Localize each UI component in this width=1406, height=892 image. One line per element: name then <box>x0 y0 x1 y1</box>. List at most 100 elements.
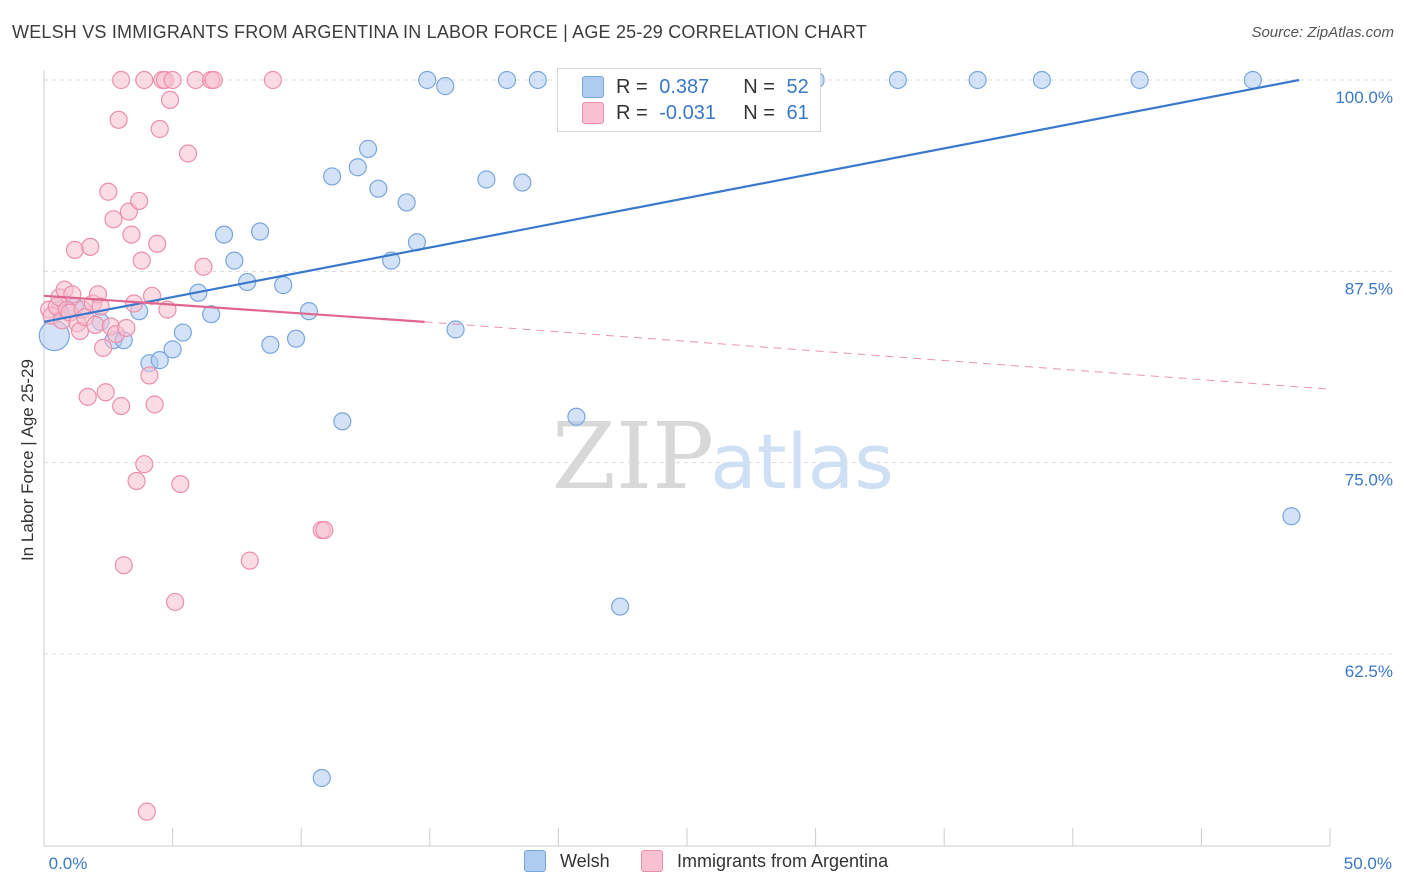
welsh-point <box>214 225 234 244</box>
legend-n-value: 52 <box>786 75 809 98</box>
welsh-point <box>1282 507 1301 526</box>
x-tick-label: 50.0% <box>1344 854 1392 873</box>
welsh-point <box>436 77 455 96</box>
argentina-point <box>148 234 167 253</box>
argentina-point <box>240 551 259 570</box>
legend-item-welsh[interactable]: Welsh <box>524 850 610 872</box>
welsh-point <box>1032 70 1052 90</box>
welsh-point <box>173 323 192 342</box>
welsh-point <box>299 302 319 321</box>
x-tick-label: 0.0% <box>49 854 88 873</box>
legend-row-welsh: R = 0.387 N = 52 <box>582 75 809 99</box>
argentina-point <box>263 70 283 90</box>
argentina-point <box>96 383 115 402</box>
argentina-point <box>122 225 141 244</box>
welsh-point <box>250 222 270 241</box>
welsh-point <box>477 170 496 189</box>
legend-label-argentina: Immigrants from Argentina <box>677 850 889 871</box>
argentina-point <box>166 592 185 612</box>
y-tick-label: 87.5% <box>1345 279 1393 298</box>
welsh-point <box>611 597 630 616</box>
argentina-point <box>204 70 223 90</box>
welsh-point <box>358 139 378 158</box>
argentina-point <box>94 338 113 357</box>
argentina-point <box>160 90 180 109</box>
welsh-point <box>968 70 987 90</box>
legend-r-label: R = <box>616 101 654 124</box>
argentina-point <box>112 70 131 90</box>
welsh-point <box>497 70 517 90</box>
y-tick-label: 62.5% <box>1345 662 1393 681</box>
argentina-point <box>178 144 198 163</box>
welsh-point <box>286 329 306 348</box>
welsh-point <box>528 70 547 90</box>
y-tick-label: 100.0% <box>1335 88 1393 107</box>
argentina-point <box>186 70 205 90</box>
legend-n-label: N = <box>743 101 781 124</box>
welsh-point <box>274 276 293 295</box>
legend-r-value: -0.031 <box>659 101 716 124</box>
argentina-point <box>135 455 154 474</box>
legend-swatch-welsh <box>582 76 604 98</box>
argentina-point <box>104 210 123 229</box>
argentina-point <box>117 318 136 338</box>
data-points <box>38 70 1301 821</box>
welsh-regression-line <box>43 78 1300 323</box>
regression-lines <box>43 78 1331 390</box>
legend-item-argentina[interactable]: Immigrants from Argentina <box>641 850 888 872</box>
welsh-point <box>322 167 342 186</box>
welsh-point <box>888 70 908 90</box>
welsh-point <box>163 340 182 359</box>
argentina-point <box>65 240 84 260</box>
series-legend: Welsh Immigrants from Argentina <box>0 850 1406 878</box>
welsh-point <box>446 320 465 339</box>
argentina-point <box>112 396 131 416</box>
welsh-point <box>1130 70 1149 90</box>
argentina-point <box>114 556 133 575</box>
argentina-point <box>163 70 182 90</box>
argentina-point <box>150 119 169 139</box>
welsh-point <box>348 158 367 177</box>
stats-legend: R = 0.387 N = 52 R = -0.031 N = 61 <box>557 68 821 132</box>
watermark: ZIP atlas <box>552 403 894 510</box>
welsh-point <box>397 193 416 212</box>
welsh-point <box>567 407 586 426</box>
argentina-point <box>81 237 100 256</box>
chart-title: WELSH VS IMMIGRANTS FROM ARGENTINA IN LA… <box>12 22 867 42</box>
argentina-point <box>130 191 149 211</box>
argentina-regression-line <box>43 294 425 323</box>
argentina-point <box>132 251 151 270</box>
source-label: Source: ZipAtlas.com <box>1251 24 1394 41</box>
argentina-point <box>137 802 156 821</box>
welsh-point <box>225 251 244 270</box>
argentina-point <box>63 285 82 304</box>
y-tick-label: 75.0% <box>1345 471 1393 490</box>
welsh-point <box>513 173 532 192</box>
argentina-point <box>109 110 128 129</box>
legend-row-argentina: R = -0.031 N = 61 <box>582 101 809 125</box>
axes: 100.0% 87.5% 75.0% 62.5% 0.0% 50.0% <box>43 70 1393 873</box>
welsh-point <box>150 351 169 370</box>
argentina-point <box>78 387 97 406</box>
legend-swatch-argentina <box>582 102 604 124</box>
argentina-point <box>127 471 146 491</box>
argentina-point <box>140 366 159 385</box>
welsh-point <box>418 70 437 90</box>
welsh-point <box>369 179 388 198</box>
welsh-point <box>202 305 221 324</box>
watermark-atlas: atlas <box>710 417 894 506</box>
argentina-point <box>135 70 154 90</box>
argentina-point <box>86 315 105 335</box>
legend-swatch-argentina <box>641 850 663 872</box>
argentina-regression-extension <box>424 321 1331 390</box>
argentina-point <box>171 474 190 494</box>
legend-r-value: 0.387 <box>659 75 710 98</box>
legend-n-label: N = <box>743 75 781 98</box>
argentina-point <box>194 257 213 276</box>
welsh-point <box>333 412 352 431</box>
welsh-point <box>261 335 280 354</box>
welsh-point <box>1243 70 1262 90</box>
legend-swatch-welsh <box>524 850 546 872</box>
argentina-point <box>315 520 334 540</box>
